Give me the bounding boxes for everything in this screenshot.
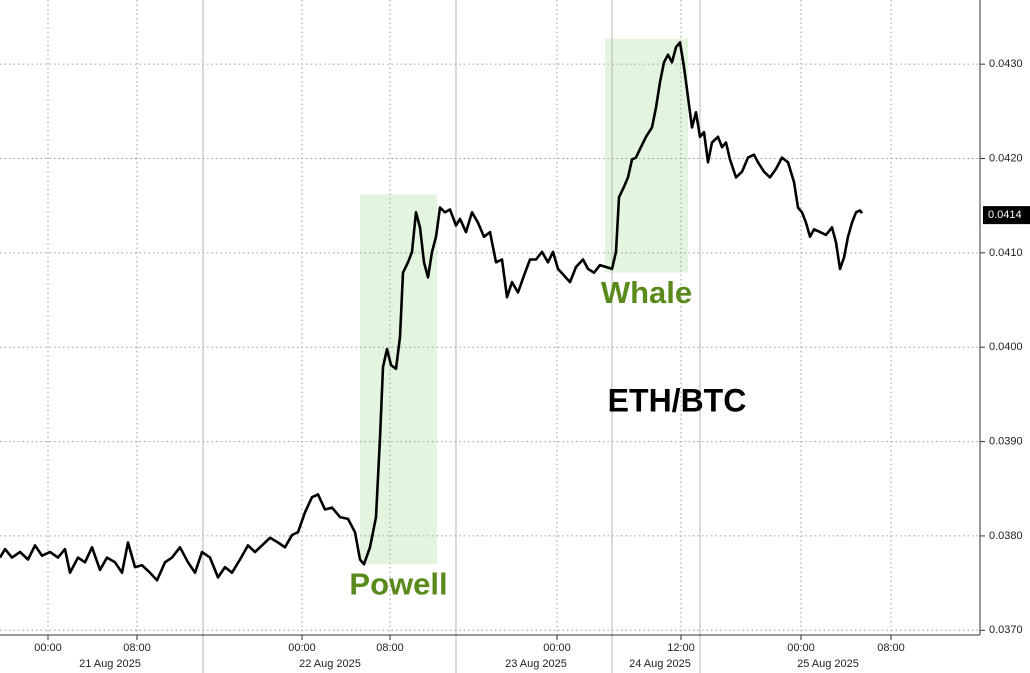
text-layer: ETH/BTC Powell Whale 0.0370 0.0380 0.0390 0.0… [34,58,1030,670]
y-tick-label: 0.0410 [989,247,1023,259]
x-tick-label: 00:00 [34,642,62,654]
y-tick-label: 0.0420 [989,152,1023,164]
y-tick-label: 0.0430 [989,58,1023,70]
highlight-label: Powell [349,566,447,601]
x-date-label: 23 Aug 2025 [505,658,567,670]
grid-layer [0,0,985,673]
price-line [0,41,864,582]
x-tick-label: 00:00 [787,642,815,654]
y-tick-label: 0.0400 [989,341,1023,353]
x-tick-label: 08:00 [877,642,905,654]
x-date-label: 25 Aug 2025 [797,658,859,670]
y-tick-label: 0.0380 [989,530,1023,542]
y-tick-label: 0.0390 [989,435,1023,447]
y-tick-label: 0.0370 [989,624,1023,636]
highlight-box [605,38,688,273]
x-tick-label: 00:00 [543,642,571,654]
x-tick-label: 08:00 [376,642,404,654]
x-tick-label: 12:00 [667,642,695,654]
last-value-label: 0.0414 [988,209,1022,221]
x-date-label: 21 Aug 2025 [79,658,141,670]
chart-title: ETH/BTC [608,382,747,418]
x-date-label: 22 Aug 2025 [299,658,361,670]
x-date-label: 24 Aug 2025 [629,658,691,670]
line-layer [0,41,864,582]
x-tick-label: 08:00 [123,642,151,654]
x-tick-label: 00:00 [288,642,316,654]
highlight-box [360,194,437,565]
highlight-label: Whale [601,275,692,310]
last-value-box [983,206,1030,225]
